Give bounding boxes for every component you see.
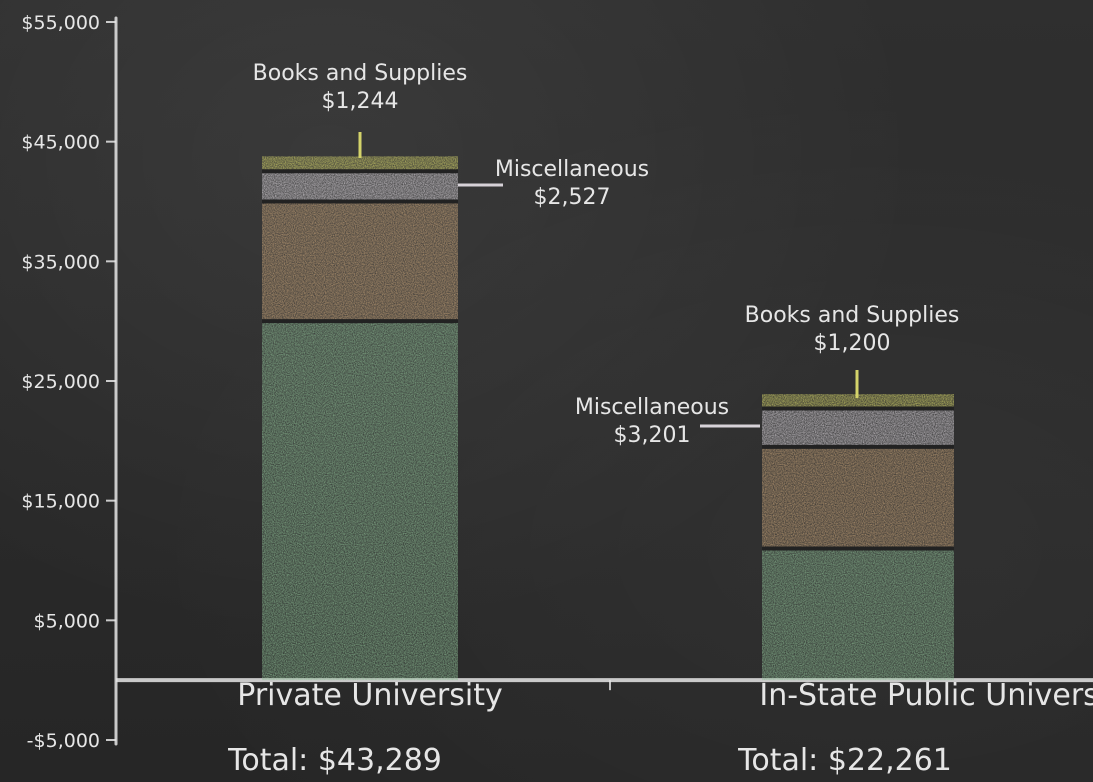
y-tick-label: $5,000	[34, 610, 100, 632]
total-label: Total: $43,289	[227, 743, 442, 778]
bar-segment	[262, 171, 458, 202]
annotation-label: Miscellaneous	[495, 157, 649, 182]
total-label: Total: $22,261	[737, 743, 952, 778]
y-tick-label: $45,000	[21, 132, 100, 154]
bar-segment	[762, 394, 954, 409]
annotation-label: $1,244	[322, 89, 399, 114]
bar-segment	[262, 201, 458, 322]
y-tick-label: $25,000	[21, 371, 100, 393]
y-tick-label: $35,000	[21, 251, 100, 273]
bar-segment	[262, 321, 458, 681]
y-tick-label: $15,000	[21, 491, 100, 513]
annotation-label: Books and Supplies	[745, 303, 960, 328]
bar-segment	[762, 408, 954, 447]
bar-segment	[762, 446, 954, 549]
axis-layer: $55,000 $45,000 $35,000 $25,000 $15,000 $5,00…	[21, 12, 1093, 752]
bars-layer	[262, 156, 954, 681]
labels-layer: Private University Total: $43,289 In-State…	[227, 61, 1093, 778]
bar-segment	[762, 548, 954, 681]
category-label: Private University	[237, 678, 502, 713]
y-tick-label: $55,000	[21, 12, 100, 34]
bar-segment	[262, 156, 458, 172]
y-tick-label: -$5,000	[27, 730, 100, 752]
annotation-label: $3,201	[614, 423, 691, 448]
annotation-label: Books and Supplies	[253, 61, 468, 86]
category-label: In-State Public University	[759, 678, 1093, 713]
annotation-label: $1,200	[814, 331, 891, 356]
annotation-label: $2,527	[534, 185, 611, 210]
annotation-label: Miscellaneous	[575, 395, 729, 420]
